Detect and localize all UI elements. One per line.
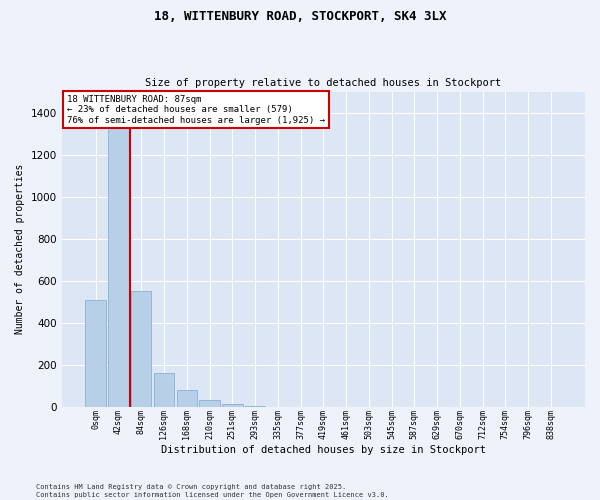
Bar [222, 404, 242, 406]
Text: Contains HM Land Registry data © Crown copyright and database right 2025.
Contai: Contains HM Land Registry data © Crown c… [36, 484, 389, 498]
X-axis label: Distribution of detached houses by size in Stockport: Distribution of detached houses by size … [161, 445, 486, 455]
Bar [108, 119, 129, 406]
Bar [176, 390, 197, 406]
Bar [131, 291, 151, 406]
Bar [199, 400, 220, 406]
Bar [154, 373, 174, 406]
Text: 18, WITTENBURY ROAD, STOCKPORT, SK4 3LX: 18, WITTENBURY ROAD, STOCKPORT, SK4 3LX [154, 10, 446, 23]
Bar [85, 300, 106, 406]
Title: Size of property relative to detached houses in Stockport: Size of property relative to detached ho… [145, 78, 502, 88]
Y-axis label: Number of detached properties: Number of detached properties [15, 164, 25, 334]
Text: 18 WITTENBURY ROAD: 87sqm
← 23% of detached houses are smaller (579)
76% of semi: 18 WITTENBURY ROAD: 87sqm ← 23% of detac… [67, 94, 325, 124]
